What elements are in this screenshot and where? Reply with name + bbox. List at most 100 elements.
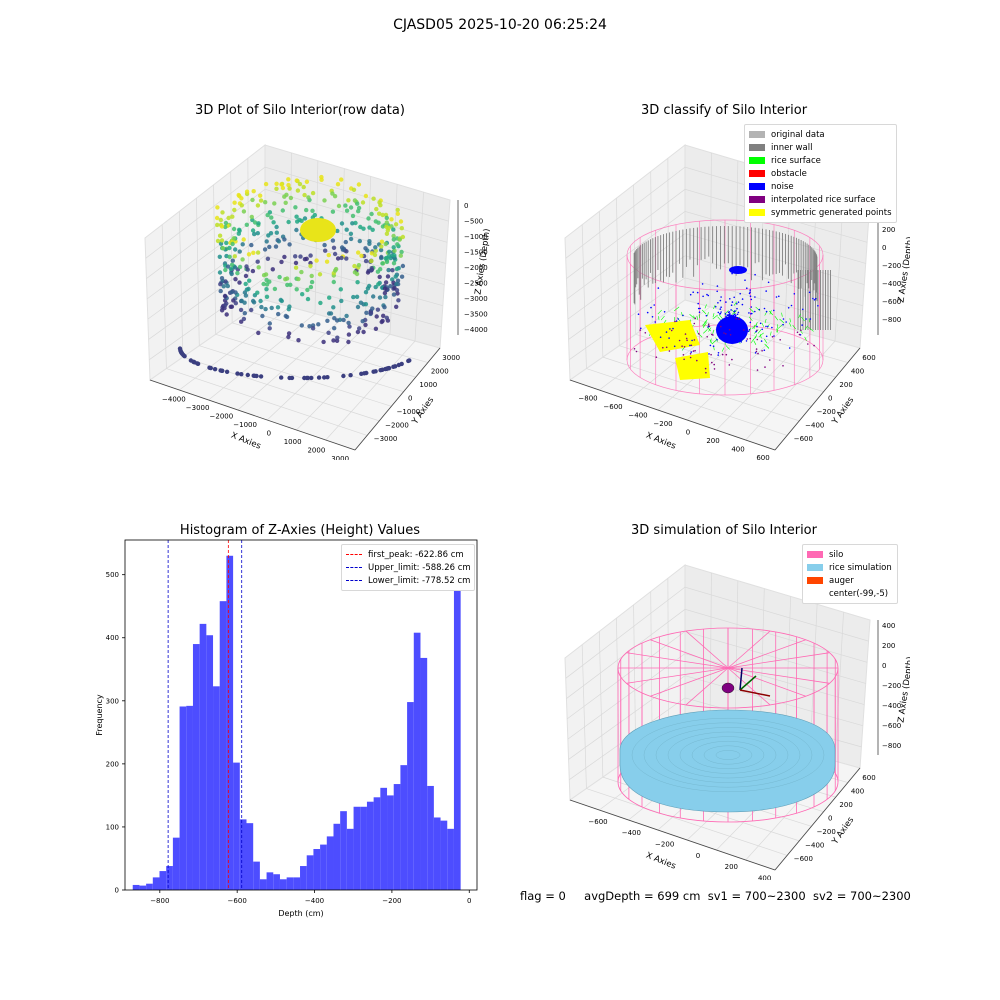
raw-point [302, 192, 307, 198]
mesh-ring [631, 718, 825, 792]
p4-y-tick: −600 [794, 855, 813, 863]
noise-point [817, 305, 819, 307]
legend-item-noise: noise [749, 180, 892, 193]
raw-point [384, 231, 390, 236]
raw-point [372, 252, 378, 258]
p4-z-tick: −400 [882, 702, 901, 710]
raw-point [296, 276, 301, 282]
raw-point [224, 240, 229, 246]
legend-item-interpolated: interpolated rice surface [749, 193, 892, 206]
interp-point [662, 346, 664, 349]
noise-point [775, 296, 778, 298]
raw-point [407, 358, 412, 363]
raw-point [310, 208, 315, 213]
interp-point [694, 317, 697, 320]
raw-point [379, 244, 384, 249]
histogram-bar [192, 644, 200, 890]
raw-point [330, 191, 335, 196]
raw-point [285, 282, 290, 288]
noise-point [725, 301, 727, 303]
noise-point [701, 283, 704, 285]
noise-point [729, 313, 731, 315]
rice-stroke [755, 334, 757, 339]
noise-point [746, 287, 748, 289]
raw-point [252, 220, 258, 225]
raw-point [293, 260, 299, 266]
raw-point [287, 186, 292, 191]
raw-point [269, 215, 274, 220]
sim-silo-roof [727, 630, 771, 669]
raw-point [395, 291, 400, 296]
raw-point [276, 239, 282, 244]
p2-x-axis-line [569, 379, 776, 451]
raw-point [336, 203, 342, 209]
raw-point [220, 246, 226, 251]
panel-title-raw-data: 3D Plot of Silo Interior(row data) [195, 103, 405, 118]
raw-point [332, 251, 338, 257]
histogram-bar [239, 819, 247, 890]
noise-point [669, 328, 671, 330]
raw-point [232, 265, 238, 270]
raw-point [344, 313, 349, 319]
raw-point [218, 288, 223, 294]
raw-point [356, 209, 361, 214]
raw-point [249, 242, 254, 248]
noise-point [698, 311, 701, 313]
rice-stroke [755, 322, 758, 327]
raw-point [241, 316, 247, 322]
raw-point [280, 208, 285, 213]
histogram-bar [306, 855, 314, 890]
noise-point [672, 327, 674, 330]
noise-point [802, 308, 804, 311]
raw-point [395, 278, 401, 283]
y-tick-label: 0 [115, 887, 119, 895]
histogram-bar [186, 705, 193, 890]
rice-stroke [701, 309, 707, 315]
interp-point [683, 358, 685, 361]
histogram-bar [427, 785, 434, 890]
raw-point [339, 255, 344, 261]
raw-point [229, 262, 235, 267]
raw-point [246, 252, 252, 257]
raw-point [373, 245, 378, 250]
raw-point [331, 338, 336, 343]
p1-x-tick: 2000 [307, 446, 325, 454]
noise-point [640, 327, 642, 330]
rice-stroke [704, 304, 707, 309]
raw-point [370, 227, 375, 232]
legend-item-silo: silo [807, 548, 893, 561]
raw-point [309, 375, 314, 381]
raw-point [293, 265, 299, 270]
noise-point [754, 273, 756, 276]
raw-point [223, 224, 228, 230]
interp-point [764, 366, 766, 368]
raw-point [280, 185, 286, 191]
raw-point [400, 263, 406, 269]
raw-point [384, 224, 389, 229]
raw-point [286, 177, 291, 182]
interp-point [796, 331, 799, 334]
rice-stroke [703, 322, 707, 327]
histogram-frame [124, 539, 478, 891]
raw-point [375, 307, 381, 312]
noise-point [714, 305, 717, 308]
noise-point [692, 291, 694, 293]
rice-stroke [657, 309, 662, 315]
raw-point [341, 373, 346, 379]
interp-point [743, 329, 745, 331]
p4-y-tick: 200 [839, 801, 852, 809]
p4-z-tick: 400 [882, 622, 895, 630]
histogram-bar [279, 879, 287, 890]
p2-x-tick: −800 [578, 394, 597, 402]
raw-point [229, 271, 234, 277]
rice-stroke [757, 329, 762, 334]
raw-point [267, 326, 272, 331]
raw-point [308, 263, 313, 269]
noise-point [663, 311, 666, 313]
raw-point [230, 258, 235, 263]
raw-point [378, 203, 383, 208]
raw-point [359, 253, 364, 258]
raw-point [305, 375, 311, 381]
raw-point [384, 315, 389, 320]
raw-point [243, 273, 249, 279]
